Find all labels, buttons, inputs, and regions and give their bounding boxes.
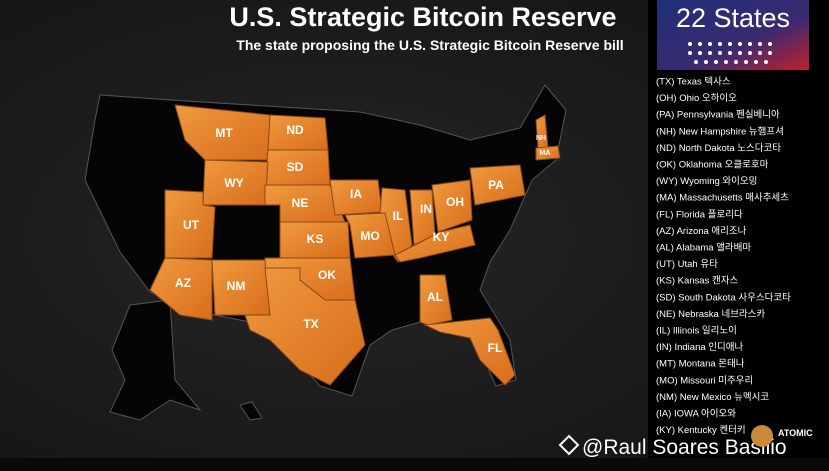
- state-shape: [469, 164, 526, 206]
- state-label: SD: [287, 160, 304, 174]
- star: [718, 42, 722, 46]
- legend-item: (TX) Texas 텍사스: [656, 77, 731, 88]
- hawaii: [239, 401, 263, 421]
- sidebar: [648, 0, 829, 471]
- state-label: OH: [446, 195, 464, 209]
- legend-item: (OH) Ohio 오하이오: [656, 92, 737, 104]
- star: [694, 60, 698, 64]
- state-shape: [174, 104, 271, 161]
- title: U.S. Strategic Bitcoin Reserve: [229, 2, 616, 32]
- state-label: ND: [286, 123, 304, 137]
- legend-item: (WY) Wyoming 와이오밍: [656, 175, 757, 187]
- legend-item: (KS) Kansas 캔자스: [656, 276, 738, 287]
- star: [758, 51, 762, 55]
- state-label: FL: [488, 341, 503, 355]
- star: [698, 51, 702, 55]
- legend-item: (IL) Illinois 일리노이: [656, 326, 737, 337]
- state-label: MT: [215, 126, 233, 140]
- legend-item: (KY) Kentucky 켄터키: [656, 425, 746, 436]
- state-label: NM: [227, 279, 246, 293]
- star: [754, 60, 758, 64]
- state-label: IN: [420, 202, 432, 216]
- state-label: WY: [224, 176, 243, 190]
- legend-item: (IN) Indiana 인디애나: [656, 342, 743, 353]
- legend-item: (NH) New Hampshire 뉴햄프셔: [656, 125, 784, 137]
- bottom-band: [0, 458, 829, 471]
- state-label: IL: [393, 209, 404, 223]
- state-label: UT: [183, 218, 200, 232]
- watermark-handle: @Raul Soares Basilio: [582, 436, 787, 459]
- watermark: @Raul Soares Basilio ATOMIC: [558, 425, 813, 459]
- star: [738, 42, 742, 46]
- star: [728, 51, 732, 55]
- state-shape: [431, 179, 473, 233]
- state-label: IA: [350, 187, 362, 201]
- star: [758, 42, 762, 46]
- legend-item: (ND) North Dakota 노스다코타: [656, 143, 781, 154]
- star: [718, 51, 722, 55]
- star: [698, 42, 702, 46]
- state-label: OK: [318, 268, 336, 282]
- state-shape: [344, 212, 396, 259]
- state-label: PA: [488, 178, 504, 192]
- star: [714, 60, 718, 64]
- state-shape: [419, 274, 453, 326]
- state-shape: [423, 317, 516, 386]
- legend-item: (NM) New Mexico 뉴멕시코: [656, 392, 769, 403]
- state-label: MO: [360, 229, 379, 243]
- highlighted-states: MT ND SD WY NE UT IA IL IN OH PA KS MO KY OK AZ NM TX AL FL…: [149, 104, 561, 386]
- state-label: MA: [540, 150, 551, 157]
- state-shape: [244, 267, 366, 386]
- logo-text: ATOMIC: [778, 428, 813, 438]
- state-label: AZ: [175, 276, 191, 290]
- star: [704, 60, 708, 64]
- state-shape: [535, 145, 561, 161]
- legend-item: (MT) Montana 몬태나: [656, 359, 745, 370]
- watermark-icon: [558, 434, 580, 456]
- star: [748, 42, 752, 46]
- legend-item: (FL) Florida 플로리다: [656, 209, 743, 220]
- state-shape: [394, 224, 476, 263]
- legend-item: (MO) Missouri 미주우리: [656, 375, 753, 386]
- legend-item: (SD) South Dakota 사우스다코타: [656, 292, 791, 303]
- legend-item: (MA) Massachusetts 매사추세츠: [656, 193, 789, 204]
- badge-label: 22 States: [676, 3, 790, 33]
- star: [744, 60, 748, 64]
- legend-item: (IA) IOWA 아이오와: [656, 408, 736, 420]
- legend-item: (AZ) Arizona 애리조나: [656, 226, 747, 237]
- legend-item: (OK) Oklahoma 오클로호마: [656, 160, 769, 171]
- state-label: KS: [307, 232, 324, 246]
- star: [768, 51, 772, 55]
- legend-item: (AL) Alabama 앨라배마: [656, 243, 751, 254]
- star: [748, 51, 752, 55]
- star: [764, 60, 768, 64]
- star: [688, 42, 692, 46]
- star: [688, 51, 692, 55]
- star: [734, 60, 738, 64]
- star: [708, 51, 712, 55]
- star: [768, 42, 772, 46]
- legend-item: (NE) Nebraska 네브라스카: [656, 309, 765, 320]
- state-label: NH: [536, 135, 546, 142]
- star: [728, 42, 732, 46]
- subtitle: The state proposing the U.S. Strategic B…: [236, 37, 623, 53]
- state-label: NE: [292, 196, 309, 210]
- legend: (TX) Texas 텍사스 (OH) Ohio 오하이오 (PA) Pennsyl…: [656, 77, 791, 437]
- legend-item: (PA) Pennsylvania 펜실베니아: [656, 110, 780, 121]
- state-label: TX: [303, 317, 318, 331]
- state-label: KY: [433, 230, 450, 244]
- star: [738, 51, 742, 55]
- legend-item: (UT) Utah 유타: [656, 259, 718, 270]
- badge-stars: [688, 42, 772, 64]
- badge: [657, 0, 809, 70]
- alaska: [109, 299, 202, 421]
- star: [724, 60, 728, 64]
- state-label: AL: [427, 290, 443, 304]
- star: [708, 42, 712, 46]
- state-shape: [149, 257, 213, 321]
- logo-icon: [751, 425, 773, 447]
